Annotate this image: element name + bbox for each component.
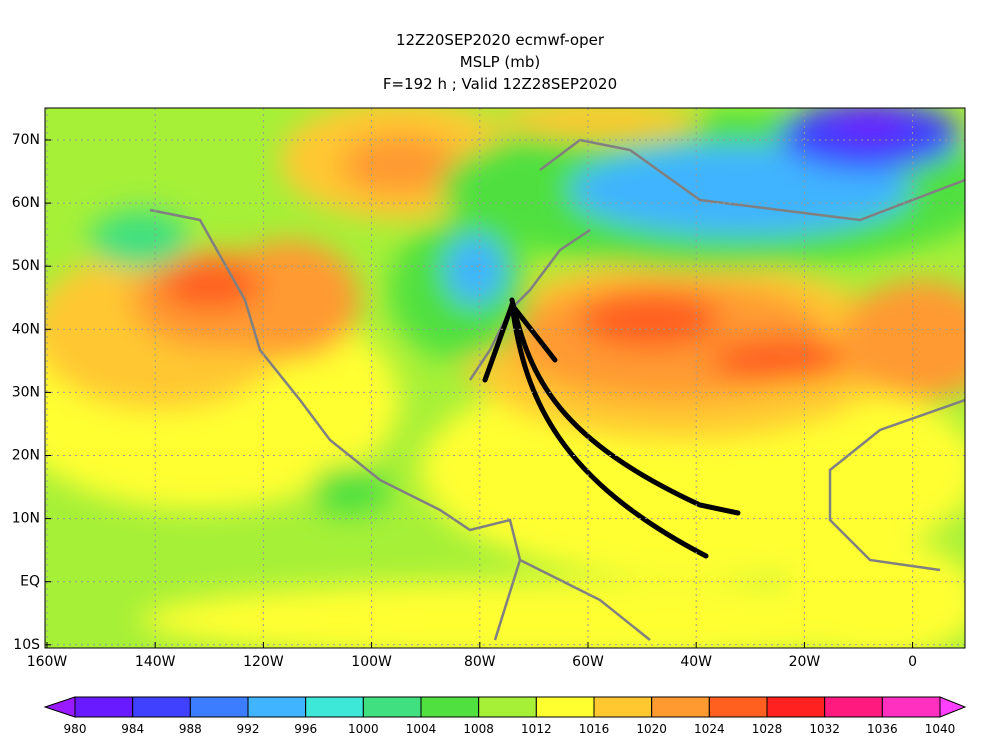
colorbar-box: [362, 696, 422, 718]
title-line: F=192 h ; Valid 12Z28SEP2020: [383, 75, 617, 93]
graticule: [45, 108, 965, 648]
title-line: MSLP (mb): [460, 53, 540, 71]
colorbar-box: [189, 696, 249, 718]
colorbar-box: [824, 696, 883, 718]
colorbar-box: [766, 696, 826, 718]
lat-label: 20N: [12, 448, 40, 464]
colorbar-box: [708, 696, 768, 718]
colorbar-label: 1016: [579, 722, 610, 736]
lat-label: EQ: [20, 574, 40, 590]
colorbar-box: [881, 696, 941, 718]
colorbar-label: 1008: [463, 722, 494, 736]
colorbar-box: [305, 696, 364, 718]
lon-label: 40W: [680, 654, 712, 670]
lat-label: 40N: [12, 321, 40, 337]
lat-label: 70N: [12, 132, 40, 148]
lat-label: 10N: [12, 511, 40, 527]
colorbar-box: [535, 696, 595, 718]
colorbar-label: 1020: [636, 722, 667, 736]
lat-label: 30N: [12, 384, 40, 400]
colorbar-label: 988: [179, 722, 202, 736]
lon-label: 0: [908, 654, 917, 670]
colorbar-label: 1032: [809, 722, 840, 736]
colorbar-box: [420, 696, 480, 718]
colorbar-label: 980: [64, 722, 87, 736]
lon-label: 160W: [27, 654, 68, 670]
lon-label: 140W: [135, 654, 176, 670]
map-field: [45, 108, 965, 648]
colorbar-label: 1012: [521, 722, 552, 736]
lon-label: 100W: [351, 654, 392, 670]
colorbar-box: [478, 696, 537, 718]
colorbar-label: 1036: [867, 722, 898, 736]
colorbar: 980 984 988 992 996 1000 1004 1008 1012 1016 1020 1…: [43, 696, 967, 736]
colorbar-end: [43, 696, 76, 718]
map-frame: [44, 107, 966, 649]
lat-label: 10S: [13, 637, 40, 653]
lat-label: 60N: [12, 195, 40, 211]
colorbar-box: [247, 696, 307, 718]
colorbar-label: 1004: [406, 722, 437, 736]
colorbar-box: [132, 696, 191, 718]
colorbar-label: 1028: [752, 722, 783, 736]
storm-tracks: [482, 297, 741, 559]
colorbar-box: [593, 696, 653, 718]
colorbar-label: 992: [237, 722, 260, 736]
title-line: 12Z20SEP2020 ecmwf-oper: [396, 31, 605, 49]
colorbar-label: 1024: [694, 722, 725, 736]
colorbar-box: [74, 696, 134, 718]
lon-label: 20W: [789, 654, 821, 670]
lon-label: 80W: [464, 654, 496, 670]
colorbar-box: [651, 696, 710, 718]
lon-label: 60W: [572, 654, 604, 670]
colorbar-label: 1000: [348, 722, 379, 736]
colorbar-end: [939, 696, 967, 718]
colorbar-label: 984: [121, 722, 144, 736]
lat-label: 50N: [12, 258, 40, 274]
colorbar-label: 1040: [925, 722, 956, 736]
lon-label: 120W: [243, 654, 284, 670]
colorbar-label: 996: [294, 722, 317, 736]
